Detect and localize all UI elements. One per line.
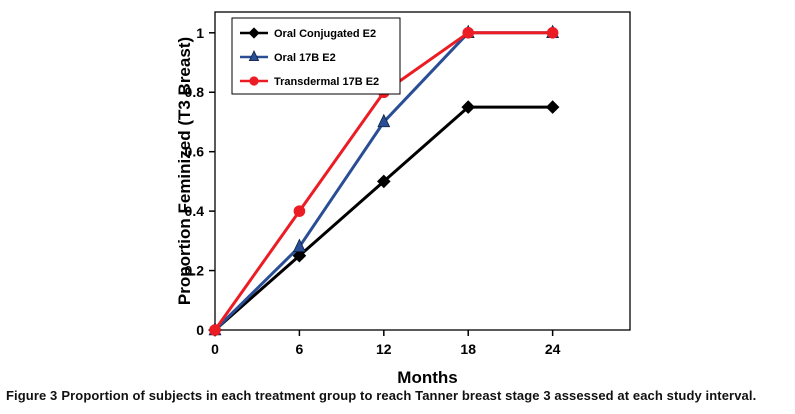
data-point-diamond-marker	[292, 248, 307, 263]
y-axis-title: Proportion Feminized (T3 Breast)	[175, 37, 194, 305]
figure-caption-text: Proportion of subjects in each treatment…	[61, 388, 757, 403]
data-point-diamond-marker	[461, 100, 476, 114]
y-tick-label: 0.8	[185, 84, 205, 100]
x-tick-label: 6	[296, 341, 304, 357]
data-point-circle-marker	[249, 76, 259, 86]
chart: 0 0.2 0.4 0.6 0.8 1 0 6 12 18 24 Months Proportion F…	[175, 11, 631, 384]
data-point-triangle-marker	[292, 238, 306, 252]
y-tick-label: 0	[196, 322, 204, 338]
y-tick-label: 0.2	[185, 263, 205, 279]
x-tick-label: 0	[211, 341, 219, 357]
data-point-triangle-marker	[248, 49, 260, 61]
y-tick-label: 0.6	[185, 144, 205, 160]
data-point-circle-marker	[462, 27, 475, 39]
data-point-circle-marker	[293, 205, 306, 217]
x-tick-label: 18	[460, 341, 476, 357]
legend-label-0: Oral Conjugated E2	[274, 28, 376, 40]
data-point-circle-marker	[546, 27, 559, 39]
y-tick-label: 1	[196, 25, 204, 41]
data-point-diamond-marker	[545, 100, 560, 114]
figure-caption: Figure 3 Proportion of subjects in each t…	[6, 388, 791, 403]
data-point-triangle-marker	[377, 113, 391, 128]
figure-caption-label: Figure 3	[6, 388, 58, 403]
x-tick-label: 24	[545, 341, 561, 357]
legend-label-2: Transdermal 17B E2	[274, 76, 379, 88]
legend-label-1: Oral 17B E2	[274, 52, 336, 64]
data-point-diamond-marker	[377, 174, 391, 189]
x-axis-title: Months	[397, 368, 457, 384]
x-tick-label: 12	[376, 341, 392, 357]
y-tick-label: 0.4	[185, 203, 205, 219]
data-point-circle-marker	[209, 324, 221, 336]
data-point-diamond-marker	[248, 27, 260, 39]
